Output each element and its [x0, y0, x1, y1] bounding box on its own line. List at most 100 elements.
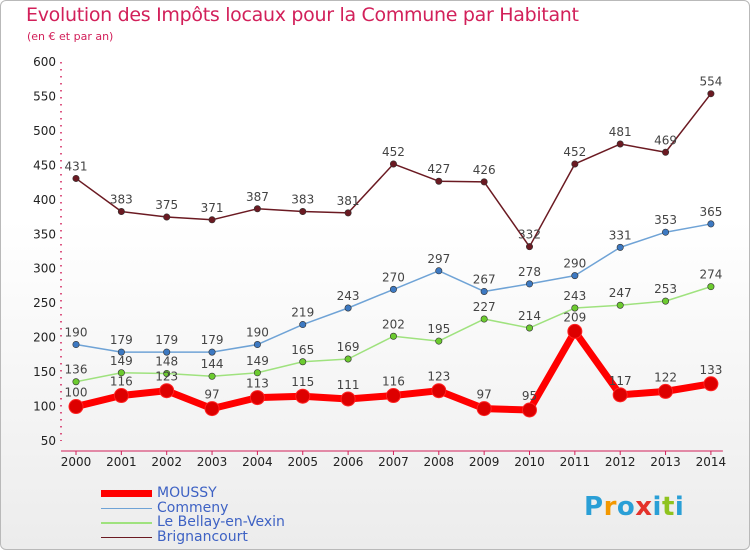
- data-label-brignancourt: 383: [291, 193, 314, 207]
- data-label-moussy: 111: [337, 378, 360, 392]
- data-label-moussy: 100: [65, 386, 88, 400]
- logo-letter: t: [661, 492, 675, 522]
- data-label-brignancourt: 431: [65, 159, 88, 173]
- data-point-commeny: [571, 272, 579, 280]
- data-label-le-bellay-en-vexin: 149: [110, 354, 133, 368]
- x-tick-label: 2006: [333, 455, 364, 469]
- data-point-commeny: [389, 285, 397, 293]
- data-label-brignancourt: 426: [473, 163, 496, 177]
- chart-subtitle: (en € et par an): [27, 30, 114, 43]
- data-point-le-bellay-en-vexin: [616, 301, 624, 309]
- y-tick-label: 600: [33, 55, 56, 69]
- y-tick-label: 150: [33, 365, 56, 379]
- data-point-commeny: [72, 341, 80, 349]
- data-point-le-bellay-en-vexin: [707, 283, 715, 291]
- data-label-moussy: 116: [382, 375, 405, 389]
- data-point-commeny: [707, 220, 715, 228]
- y-tick-label: 200: [33, 331, 56, 345]
- data-point-le-bellay-en-vexin: [253, 369, 261, 377]
- data-label-commeny: 290: [563, 257, 586, 271]
- data-point-commeny: [480, 287, 488, 295]
- x-tick-label: 2005: [287, 455, 318, 469]
- series-line-brignancourt: [75, 92, 712, 248]
- data-label-le-bellay-en-vexin: 149: [246, 354, 269, 368]
- data-label-brignancourt: 452: [563, 145, 586, 159]
- data-label-brignancourt: 371: [201, 201, 224, 215]
- data-point-brignancourt: [435, 177, 443, 185]
- data-label-commeny: 270: [382, 270, 405, 284]
- data-label-le-bellay-en-vexin: 144: [201, 357, 224, 371]
- data-point-le-bellay-en-vexin: [389, 332, 397, 340]
- x-tick-label: 2011: [560, 455, 591, 469]
- x-tick-label: 2012: [605, 455, 636, 469]
- data-point-brignancourt: [253, 205, 261, 213]
- x-tick-label: 2002: [151, 455, 182, 469]
- data-point-commeny: [117, 348, 125, 356]
- data-label-moussy: 123: [427, 370, 450, 384]
- y-tick-label: 50: [41, 434, 56, 448]
- data-point-commeny: [435, 267, 443, 275]
- data-label-le-bellay-en-vexin: 247: [609, 286, 632, 300]
- data-point-le-bellay-en-vexin: [480, 315, 488, 323]
- data-point-le-bellay-en-vexin: [525, 324, 533, 332]
- data-label-commeny: 267: [473, 272, 496, 286]
- data-point-commeny: [163, 348, 171, 356]
- data-point-moussy: [567, 323, 583, 339]
- data-label-moussy: 97: [204, 388, 219, 402]
- legend-label-commeny: Commeny: [157, 499, 229, 516]
- data-point-le-bellay-en-vexin: [344, 355, 352, 363]
- data-label-commeny: 179: [201, 333, 224, 347]
- data-point-le-bellay-en-vexin: [571, 304, 579, 312]
- y-tick-label: 100: [33, 400, 56, 414]
- data-label-moussy: 122: [654, 370, 677, 384]
- x-tick-label: 2007: [378, 455, 409, 469]
- logo-letter: P: [584, 492, 604, 522]
- data-label-brignancourt: 427: [427, 162, 450, 176]
- data-label-commeny: 278: [518, 265, 541, 279]
- data-point-le-bellay-en-vexin: [435, 337, 443, 345]
- x-tick-label: 2001: [106, 455, 137, 469]
- x-tick-label: 2014: [696, 455, 727, 469]
- legend-label-le-bellay-en-vexin: Le Bellay-en-Vexin: [157, 514, 285, 530]
- data-label-brignancourt: 375: [155, 198, 178, 212]
- data-label-commeny: 365: [699, 205, 722, 219]
- data-label-moussy: 116: [110, 375, 133, 389]
- data-label-moussy: 133: [699, 363, 722, 377]
- data-label-le-bellay-en-vexin: 148: [155, 354, 178, 368]
- x-tick-label: 2000: [61, 455, 92, 469]
- data-label-commeny: 297: [427, 252, 450, 266]
- data-labels: 431 383 375 371 387 383 381 452 427 426 332 452 481 4…: [65, 75, 723, 403]
- data-label-le-bellay-en-vexin: 274: [699, 268, 722, 282]
- data-label-brignancourt: 554: [699, 75, 722, 89]
- data-label-le-bellay-en-vexin: 253: [654, 282, 677, 296]
- data-point-brignancourt: [616, 140, 624, 148]
- data-label-brignancourt: 387: [246, 190, 269, 204]
- chart-axes: 50 100 150 200 250 300 350 400 450 500 550 600 2000 2…: [33, 55, 726, 469]
- data-point-brignancourt: [389, 160, 397, 168]
- logo-letter: r: [603, 492, 617, 522]
- data-point-le-bellay-en-vexin: [299, 358, 307, 366]
- data-point-brignancourt: [662, 148, 670, 156]
- data-point-brignancourt: [72, 174, 80, 182]
- legend-swatch-commeny: [101, 507, 152, 509]
- data-label-brignancourt: 481: [609, 125, 632, 139]
- data-label-le-bellay-en-vexin: 202: [382, 317, 405, 331]
- legend-label-brignancourt: Brignancourt: [157, 528, 248, 545]
- y-tick-label: 400: [33, 193, 56, 207]
- data-label-le-bellay-en-vexin: 195: [427, 322, 450, 336]
- proxiti-logo: Proxiti: [584, 492, 684, 522]
- data-point-moussy: [612, 387, 628, 403]
- data-label-moussy: 117: [609, 374, 632, 388]
- data-point-moussy: [340, 391, 356, 407]
- data-point-commeny: [208, 348, 216, 356]
- data-label-commeny: 243: [337, 289, 360, 303]
- data-label-commeny: 353: [654, 213, 677, 227]
- data-label-brignancourt: 332: [518, 228, 541, 242]
- data-point-moussy: [385, 388, 401, 404]
- data-label-brignancourt: 383: [110, 193, 133, 207]
- data-label-moussy: 115: [291, 375, 314, 389]
- logo-letter: i: [652, 492, 662, 522]
- data-label-commeny: 179: [155, 333, 178, 347]
- data-point-brignancourt: [163, 213, 171, 221]
